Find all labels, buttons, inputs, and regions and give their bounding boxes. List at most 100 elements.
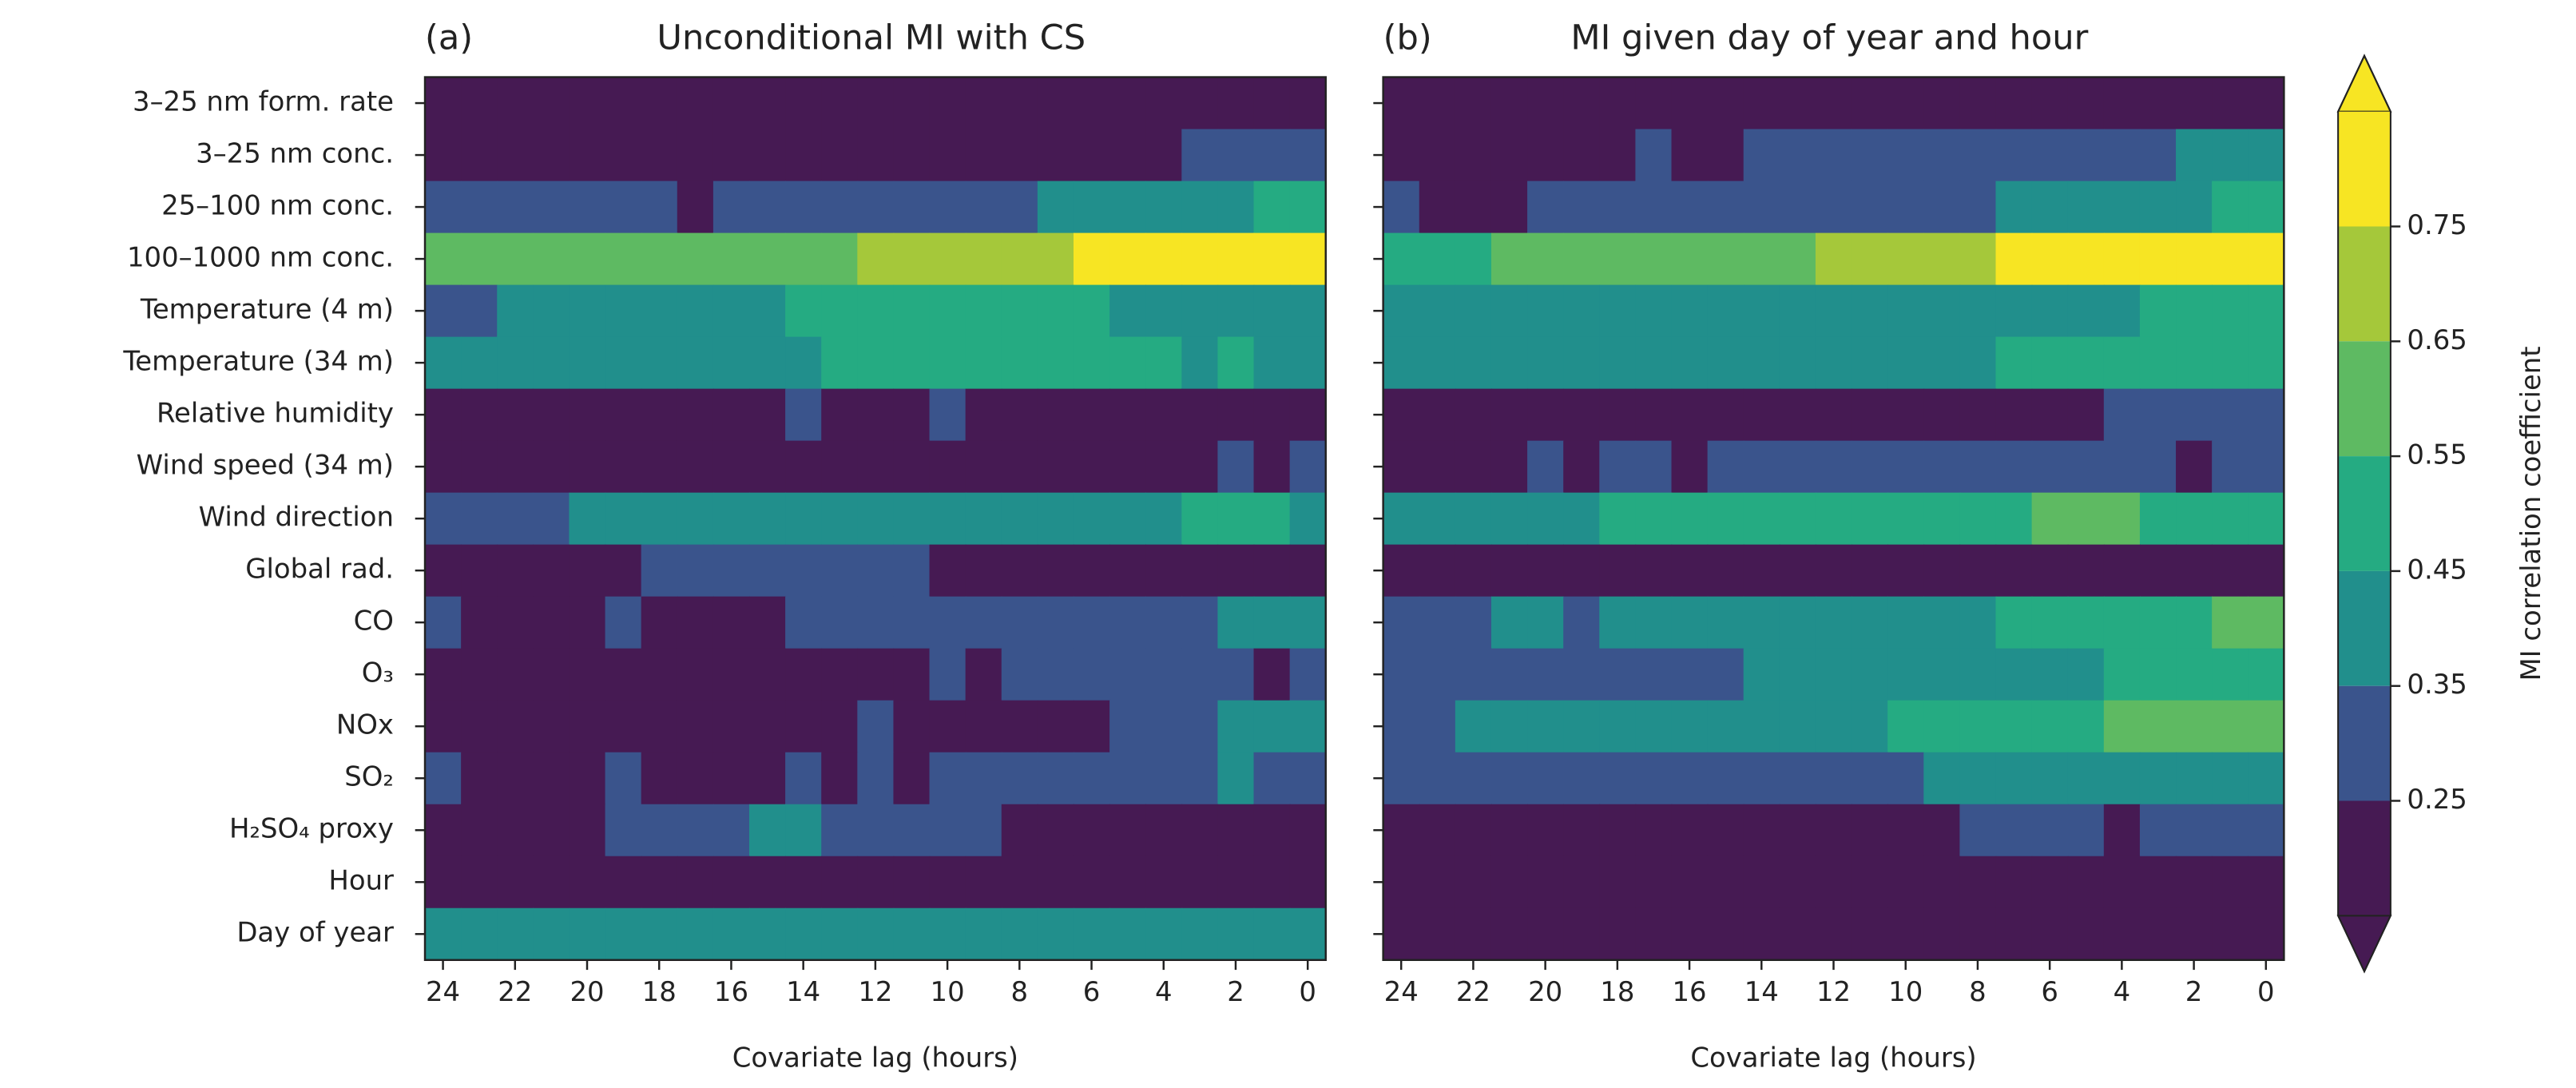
heatmap-cell	[2031, 129, 2069, 182]
heatmap-cell	[533, 648, 570, 701]
heatmap-cell	[1289, 544, 1327, 598]
heatmap-cell	[893, 648, 931, 701]
heatmap-cell	[2067, 388, 2105, 442]
heatmap-cell	[2067, 596, 2105, 649]
heatmap-cell	[929, 752, 966, 805]
heatmap-cell	[1959, 181, 1997, 234]
row-label: Relative humidity	[157, 398, 394, 429]
heatmap-cell	[2139, 544, 2177, 598]
heatmap-cell	[641, 284, 678, 338]
heatmap-cell	[569, 77, 606, 130]
heatmap-cell	[1383, 492, 1420, 546]
heatmap-cell	[677, 77, 714, 130]
heatmap-cell	[2103, 181, 2141, 234]
heatmap-cell	[965, 492, 1002, 546]
heatmap-cell	[1419, 700, 1456, 753]
heatmap-cell	[2031, 181, 2069, 234]
heatmap-cell	[2176, 492, 2213, 546]
heatmap-cell	[1923, 907, 1961, 961]
heatmap-cell	[749, 596, 786, 649]
heatmap-cell	[1527, 232, 1565, 286]
heatmap-cell	[425, 129, 462, 182]
heatmap-cell	[461, 648, 498, 701]
heatmap-cell	[1455, 181, 1492, 234]
heatmap-cell	[1145, 388, 1183, 442]
heatmap-cell	[893, 492, 931, 546]
heatmap-cell	[1490, 804, 1528, 857]
heatmap-cell	[1635, 544, 1673, 598]
heatmap-cell	[2176, 907, 2213, 961]
heatmap-cell	[425, 648, 462, 701]
heatmap-cell	[1779, 284, 1816, 338]
heatmap-cell	[569, 856, 606, 909]
heatmap-cell	[1743, 336, 1780, 390]
heatmap-cell	[2176, 181, 2213, 234]
heatmap-cell	[1383, 544, 1420, 598]
heatmap-cell	[857, 181, 895, 234]
x-tick-label: 24	[426, 976, 460, 1007]
heatmap-cell	[2212, 232, 2249, 286]
heatmap-cell	[1923, 700, 1961, 753]
heatmap-cell	[1253, 440, 1291, 494]
heatmap-cell	[1599, 700, 1637, 753]
heatmap-cell	[1995, 596, 2033, 649]
row-label: 3–25 nm form. rate	[133, 86, 394, 117]
heatmap-cell	[857, 284, 895, 338]
heatmap-cell	[1145, 284, 1183, 338]
heatmap-cell	[712, 232, 750, 286]
heatmap-cell	[929, 596, 966, 649]
heatmap-cell	[1419, 907, 1456, 961]
heatmap-cell	[1419, 336, 1456, 390]
heatmap-cell	[533, 77, 570, 130]
heatmap-cell	[2031, 77, 2069, 130]
heatmap-cell	[1001, 804, 1038, 857]
heatmap-cell	[1073, 284, 1110, 338]
heatmap-cell	[1289, 596, 1327, 649]
heatmap-cell	[1563, 752, 1601, 805]
heatmap-cell	[1001, 77, 1038, 130]
heatmap-cell	[1455, 492, 1492, 546]
heatmap-cell	[893, 544, 931, 598]
heatmap-cell	[1959, 336, 1997, 390]
heatmap-cell	[1887, 129, 1925, 182]
heatmap-cell	[821, 544, 859, 598]
heatmap-cell	[1490, 648, 1528, 701]
heatmap-cell	[641, 440, 678, 494]
heatmap-cell	[712, 544, 750, 598]
heatmap-cell	[2031, 284, 2069, 338]
heatmap-cell	[1527, 856, 1565, 909]
heatmap-cell	[1181, 440, 1219, 494]
heatmap-cell	[1289, 388, 1327, 442]
x-tick-label: 24	[1384, 976, 1419, 1007]
colorbar-tick-label: 0.55	[2407, 439, 2467, 471]
heatmap-cell	[1383, 232, 1420, 286]
heatmap-cell	[1217, 232, 1255, 286]
heatmap-cell	[1815, 856, 1852, 909]
heatmap-cell	[425, 492, 462, 546]
x-tick-label: 0	[1299, 976, 1316, 1007]
heatmap-cell	[1181, 596, 1219, 649]
heatmap-cell	[1217, 336, 1255, 390]
heatmap-cell	[2103, 804, 2141, 857]
heatmap-cell	[641, 596, 678, 649]
heatmap-cell	[749, 700, 786, 753]
heatmap-cell	[461, 492, 498, 546]
heatmap-cell	[533, 232, 570, 286]
heatmap-cell	[461, 440, 498, 494]
heatmap-cell	[1527, 388, 1565, 442]
heatmap-cell	[1383, 700, 1420, 753]
heatmap-cell	[1455, 700, 1492, 753]
heatmap-cell	[1671, 181, 1709, 234]
heatmap-cell	[1635, 77, 1673, 130]
heatmap-cell	[749, 232, 786, 286]
heatmap-cell	[533, 284, 570, 338]
heatmap-cell	[2176, 700, 2213, 753]
heatmap-cell	[1383, 752, 1420, 805]
heatmap-cell	[533, 440, 570, 494]
heatmap-cell	[569, 804, 606, 857]
heatmap-cell	[1253, 129, 1291, 182]
heatmap-cell	[1887, 544, 1925, 598]
heatmap-cell	[2212, 596, 2249, 649]
heatmap-cell	[1527, 181, 1565, 234]
heatmap-cell	[2103, 492, 2141, 546]
